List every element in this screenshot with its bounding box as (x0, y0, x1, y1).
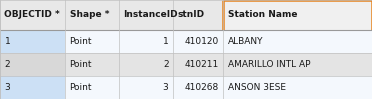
Text: 2: 2 (163, 60, 169, 69)
Text: Point: Point (70, 37, 92, 46)
Bar (65, 30, 119, 53)
Text: 410120: 410120 (185, 37, 219, 46)
Bar (0, 53, 65, 76)
Bar (65, 76, 119, 99)
Text: Shape *: Shape * (70, 10, 109, 19)
Bar (119, 0, 173, 30)
Text: 3: 3 (4, 83, 10, 92)
Text: 410211: 410211 (185, 60, 219, 69)
Bar (0, 0, 65, 30)
Text: Point: Point (70, 83, 92, 92)
Bar (119, 53, 173, 76)
Text: 2: 2 (4, 60, 10, 69)
Bar (119, 76, 173, 99)
Text: Station Name: Station Name (228, 10, 297, 19)
Text: 1: 1 (4, 37, 10, 46)
Text: AMARILLO INTL AP: AMARILLO INTL AP (228, 60, 310, 69)
Bar (223, 53, 372, 76)
Text: 410268: 410268 (185, 83, 219, 92)
Text: 1: 1 (163, 37, 169, 46)
Bar (0, 30, 65, 53)
Bar (223, 0, 372, 30)
Text: OBJECTID *: OBJECTID * (4, 10, 60, 19)
Text: ANSON 3ESE: ANSON 3ESE (228, 83, 286, 92)
Bar (223, 30, 372, 53)
Bar (0, 76, 65, 99)
Text: 3: 3 (163, 83, 169, 92)
Bar (173, 30, 223, 53)
Bar (173, 76, 223, 99)
Bar (173, 53, 223, 76)
Bar (65, 0, 119, 30)
Bar (173, 0, 223, 30)
Text: ALBANY: ALBANY (228, 37, 263, 46)
Text: stnID: stnID (177, 10, 205, 19)
Text: Point: Point (70, 60, 92, 69)
Bar (223, 76, 372, 99)
Bar (119, 30, 173, 53)
Bar (65, 53, 119, 76)
Text: InstanceID: InstanceID (124, 10, 178, 19)
